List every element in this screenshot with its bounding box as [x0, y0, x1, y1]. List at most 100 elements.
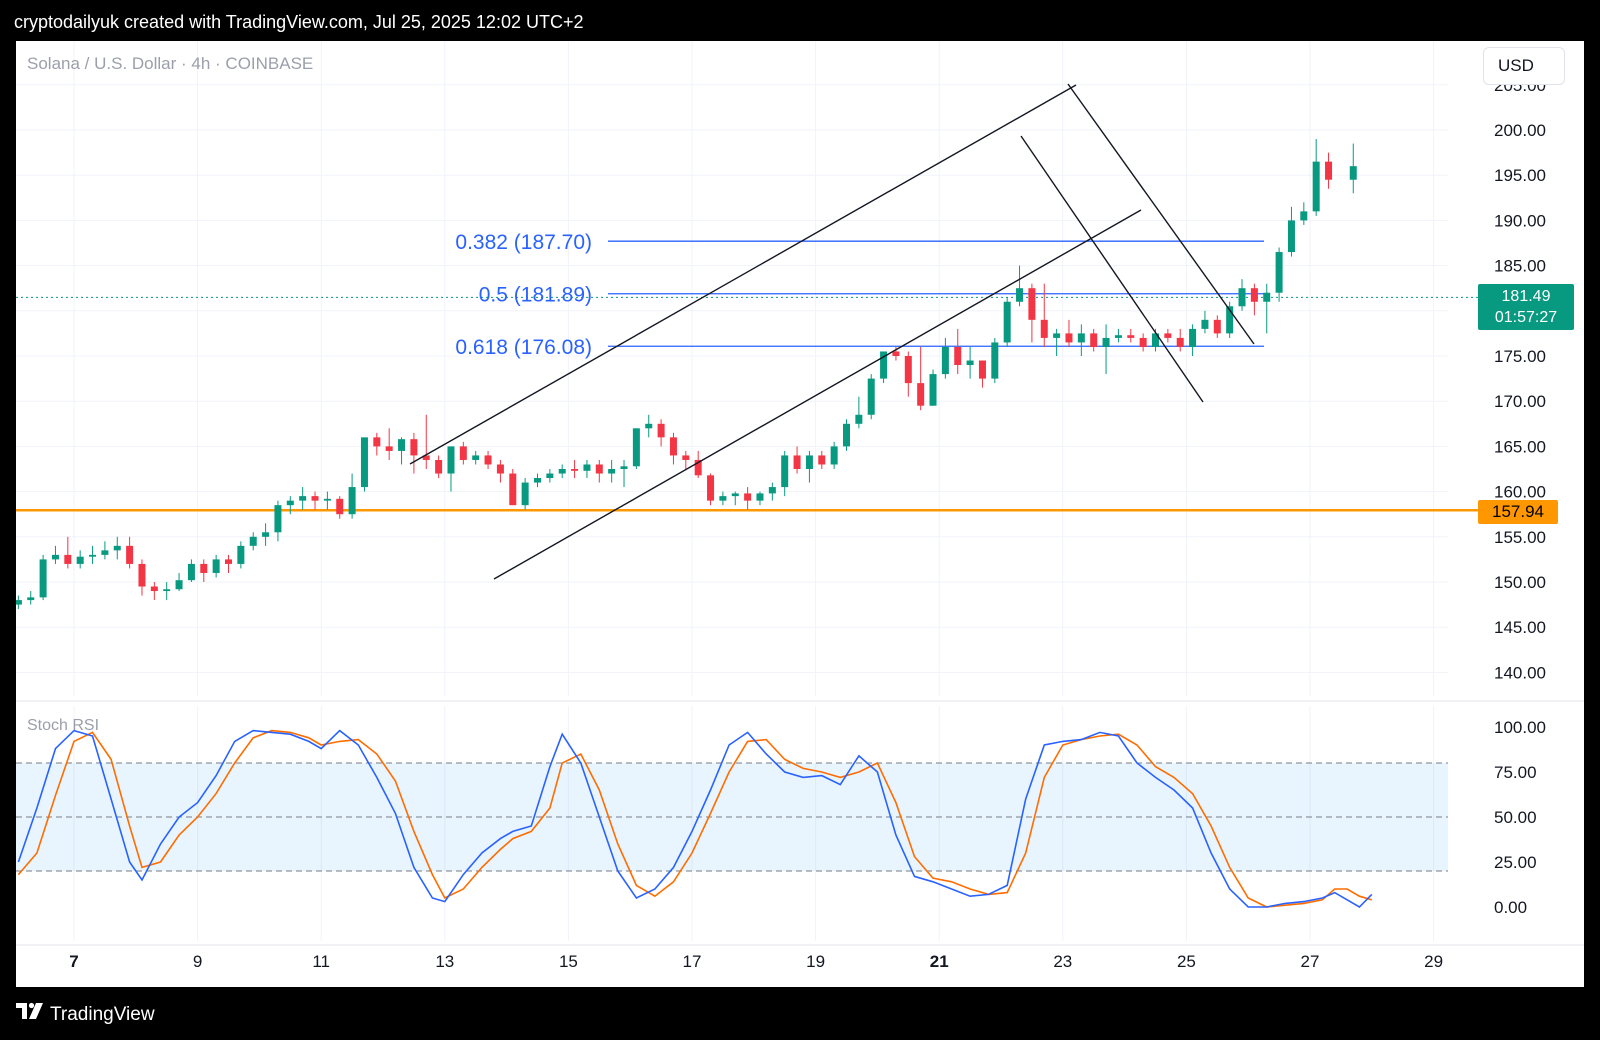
candle-up[interactable] [521, 482, 529, 506]
candle-down[interactable] [1139, 337, 1147, 347]
chart-canvas[interactable]: 0.382 (187.70) 0.5 (181.89) 0.618 (176.08)… [16, 41, 1584, 987]
candle-up[interactable] [237, 545, 245, 564]
candle-up[interactable] [843, 423, 850, 447]
candle-down[interactable] [793, 455, 801, 469]
candle-down[interactable] [904, 356, 912, 384]
candle-up[interactable] [447, 446, 455, 474]
candle-up[interactable] [645, 423, 653, 429]
candle-up[interactable] [348, 487, 356, 515]
candle-up[interactable] [880, 351, 888, 379]
candle-down[interactable] [435, 459, 443, 474]
candle-up[interactable] [941, 346, 949, 375]
candle-up[interactable] [1349, 166, 1357, 180]
candle-down[interactable] [818, 455, 826, 465]
candle-up[interactable] [731, 493, 739, 497]
candle-up[interactable] [286, 500, 294, 506]
candle-down[interactable] [694, 459, 702, 476]
candle-up[interactable] [583, 464, 591, 471]
candle-up[interactable] [558, 469, 566, 474]
candle-up[interactable] [212, 559, 220, 573]
candle-up[interactable] [1053, 333, 1061, 338]
candle-up[interactable] [867, 378, 875, 415]
trend-line[interactable] [1020, 135, 1204, 403]
candle-up[interactable] [966, 360, 974, 366]
candle-up[interactable] [398, 439, 406, 451]
candle-up[interactable] [768, 487, 776, 494]
candle-up[interactable] [16, 600, 22, 605]
candle-down[interactable] [126, 545, 134, 564]
candle-up[interactable] [89, 554, 97, 557]
indicator-title[interactable]: Stoch RSI [27, 717, 100, 734]
candle-up[interactable] [1263, 292, 1271, 302]
candle-down[interactable] [954, 346, 962, 366]
candle-up[interactable] [27, 597, 35, 601]
candle-up[interactable] [546, 473, 554, 479]
candle-down[interactable] [595, 464, 603, 474]
candle-down[interactable] [150, 586, 158, 592]
candle-up[interactable] [51, 554, 59, 560]
candle-up[interactable] [1114, 335, 1122, 338]
candle-down[interactable] [917, 383, 925, 406]
candle-up[interactable] [620, 466, 628, 469]
candle-down[interactable] [336, 498, 344, 515]
candle-up[interactable] [632, 428, 640, 467]
candle-up[interactable] [1238, 288, 1246, 307]
candle-up[interactable] [830, 446, 838, 465]
candle-up[interactable] [1077, 333, 1085, 343]
candle-up[interactable] [1189, 328, 1197, 347]
candle-down[interactable] [373, 437, 381, 447]
candle-down[interactable] [385, 446, 393, 451]
candle-down[interactable] [682, 455, 690, 460]
candle-down[interactable] [1090, 333, 1098, 347]
candle-up[interactable] [113, 545, 121, 551]
candle-up[interactable] [1016, 288, 1024, 302]
support-line[interactable] [16, 296, 1478, 512]
candle-down[interactable] [484, 455, 492, 465]
candle-down[interactable] [459, 446, 467, 460]
candle-down[interactable] [496, 464, 504, 474]
candle-up[interactable] [262, 532, 270, 537]
candle-up[interactable] [1003, 301, 1011, 343]
currency-button[interactable]: USD [1483, 47, 1565, 85]
trend-line[interactable] [1067, 83, 1255, 345]
candle-up[interactable] [360, 437, 368, 488]
trend-line[interactable] [409, 84, 1077, 465]
candle-up[interactable] [855, 414, 863, 424]
candle-down[interactable] [744, 493, 752, 501]
candle-down[interactable] [1040, 319, 1048, 338]
candle-up[interactable] [1201, 319, 1209, 329]
candle-down[interactable] [509, 473, 517, 506]
candle-down[interactable] [225, 559, 232, 564]
candle-down[interactable] [669, 437, 677, 456]
chart-frame[interactable]: 0.382 (187.70) 0.5 (181.89) 0.618 (176.08)… [16, 41, 1584, 987]
trend-channel-lines[interactable] [409, 83, 1255, 580]
candle-down[interactable] [1028, 288, 1036, 320]
price-axis[interactable]: 140.00 145.00 150.00 155.00 160.00 165.00 170.… [1494, 76, 1546, 917]
candle-up[interactable] [323, 498, 331, 501]
candle-up[interactable] [1300, 211, 1308, 221]
candle-down[interactable] [571, 469, 579, 471]
candle-down[interactable] [707, 475, 715, 501]
candle-up[interactable] [1226, 306, 1234, 334]
candle-up[interactable] [781, 455, 789, 488]
candle-up[interactable] [534, 478, 541, 483]
candle-up[interactable] [1102, 337, 1110, 347]
candle-down[interactable] [1250, 288, 1258, 302]
candle-up[interactable] [1152, 333, 1159, 347]
candles[interactable] [16, 139, 1357, 610]
candle-up[interactable] [805, 455, 813, 469]
candle-down[interactable] [64, 554, 72, 564]
candle-up[interactable] [76, 556, 84, 564]
candle-down[interactable] [892, 351, 900, 356]
candle-up[interactable] [991, 342, 999, 379]
candle-down[interactable] [1164, 333, 1172, 338]
candle-up[interactable] [39, 559, 47, 598]
candle-up[interactable] [1312, 161, 1320, 212]
candle-down[interactable] [1325, 161, 1333, 180]
candle-down[interactable] [1213, 319, 1221, 334]
candle-up[interactable] [175, 580, 183, 590]
candle-down[interactable] [410, 439, 418, 456]
candle-up[interactable] [608, 469, 616, 474]
candle-up[interactable] [756, 493, 764, 501]
candle-down[interactable] [1065, 333, 1073, 343]
